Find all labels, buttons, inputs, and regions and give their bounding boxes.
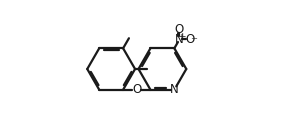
Text: N: N bbox=[170, 83, 179, 96]
Text: O: O bbox=[132, 83, 141, 96]
Text: N: N bbox=[175, 33, 184, 46]
Text: O: O bbox=[185, 33, 194, 46]
Text: +: + bbox=[178, 31, 186, 41]
Text: O: O bbox=[175, 23, 184, 36]
Text: ⁻: ⁻ bbox=[190, 35, 197, 48]
